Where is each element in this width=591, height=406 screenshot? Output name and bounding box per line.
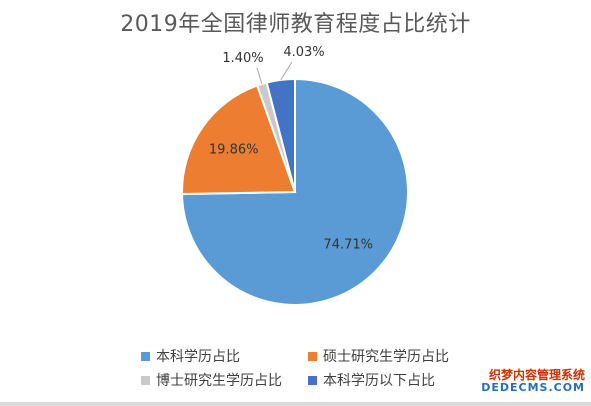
legend-label-below-bachelor: 本科学历以下占比 — [323, 373, 435, 389]
legend-item-master: 硕士研究生学历占比 — [308, 346, 449, 366]
leader-line-below-bachelor — [280, 61, 293, 81]
legend-swatch-below-bachelor — [308, 375, 317, 385]
legend-item-below-bachelor: 本科学历以下占比 — [308, 370, 435, 390]
watermark-line1: 织梦内容管理系统 — [488, 368, 585, 382]
legend-item-doctor: 博士研究生学历占比 — [141, 370, 282, 390]
chart-title: 2019年全国律师教育程度占比统计 — [120, 12, 471, 37]
slice-label-doctor: 1.40% — [222, 51, 263, 66]
watermark-line2: DEDECMS.COM — [481, 380, 585, 394]
slice-label-master: 19.86% — [209, 143, 259, 158]
legend-swatch-bachelor — [141, 351, 150, 361]
legend-swatch-master — [308, 351, 317, 361]
legend-label-bachelor: 本科学历占比 — [156, 349, 240, 365]
legend-label-master: 硕士研究生学历占比 — [323, 349, 449, 365]
slice-label-below-bachelor: 4.03% — [283, 45, 324, 60]
bottom-border — [0, 402, 591, 406]
leader-line-doctor — [256, 67, 263, 85]
legend-item-bachelor: 本科学历占比 — [141, 346, 240, 366]
watermark-logo: 织梦内容管理系统 DEDECMS.COM — [467, 369, 585, 393]
legend-label-doctor: 博士研究生学历占比 — [156, 373, 282, 389]
slice-label-bachelor: 74.71% — [323, 237, 373, 252]
legend-swatch-doctor — [141, 375, 150, 385]
